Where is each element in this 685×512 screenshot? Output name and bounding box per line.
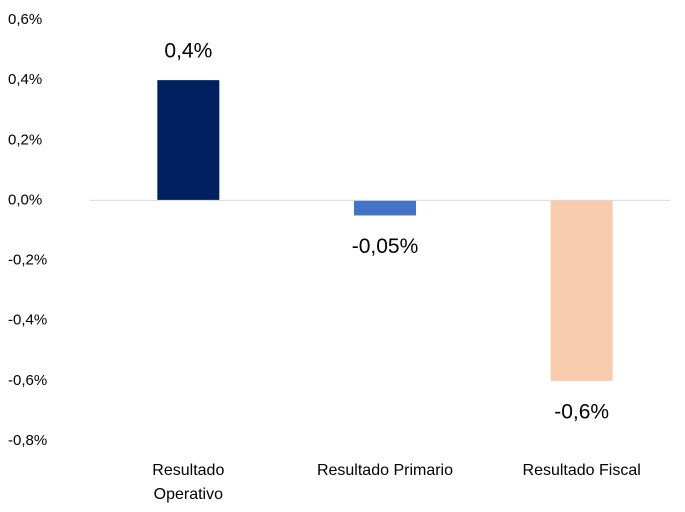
y-tick-label: 0,6% <box>8 11 42 28</box>
bar <box>550 200 613 381</box>
data-label: -0,6% <box>554 400 609 423</box>
bar <box>354 200 416 216</box>
data-label: 0,4% <box>164 40 212 63</box>
y-tick-label: 0,2% <box>8 131 42 148</box>
y-tick-label: -0,6% <box>8 372 47 389</box>
x-tick-label: Resultado Operativo <box>152 462 225 503</box>
y-tick-label: 0,4% <box>8 71 42 88</box>
data-label: -0,05% <box>352 235 419 258</box>
y-tick-label: -0,8% <box>8 432 47 449</box>
x-tick-label: Resultado Fiscal <box>522 462 641 479</box>
y-tick-label: 0,0% <box>8 191 42 208</box>
x-tick-label: Resultado Primario <box>316 462 454 479</box>
bar <box>157 80 220 201</box>
y-tick-label: -0,4% <box>8 312 47 329</box>
y-tick-label: -0,2% <box>8 252 47 269</box>
